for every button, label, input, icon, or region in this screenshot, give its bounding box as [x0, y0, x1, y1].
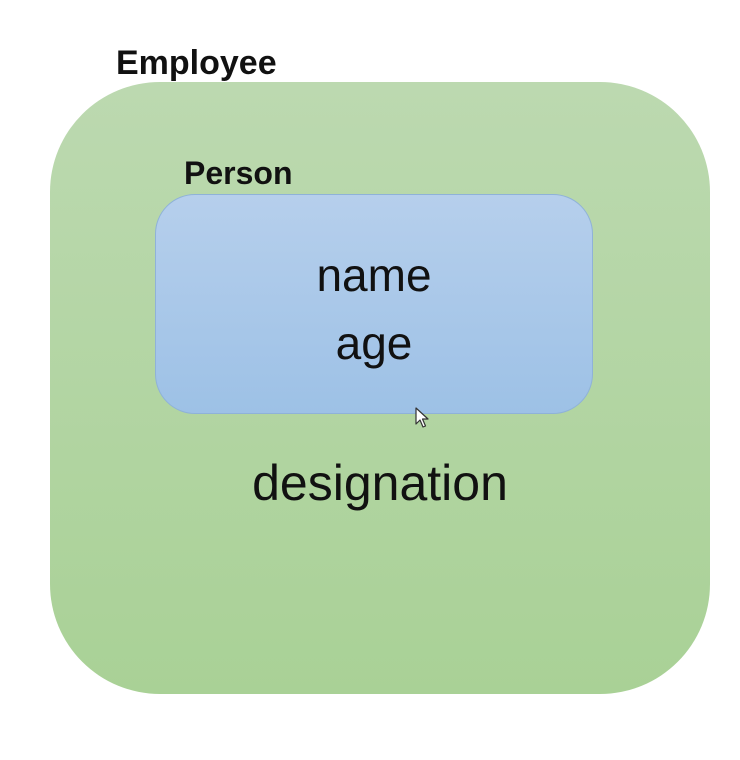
pointer-cursor-icon: [415, 407, 429, 428]
field-age: age: [335, 317, 413, 369]
person-label: Person: [184, 155, 293, 191]
person-box: name age: [155, 194, 593, 414]
field-designation: designation: [252, 455, 508, 511]
employee-label: Employee: [116, 44, 277, 82]
field-name: name: [316, 249, 432, 301]
